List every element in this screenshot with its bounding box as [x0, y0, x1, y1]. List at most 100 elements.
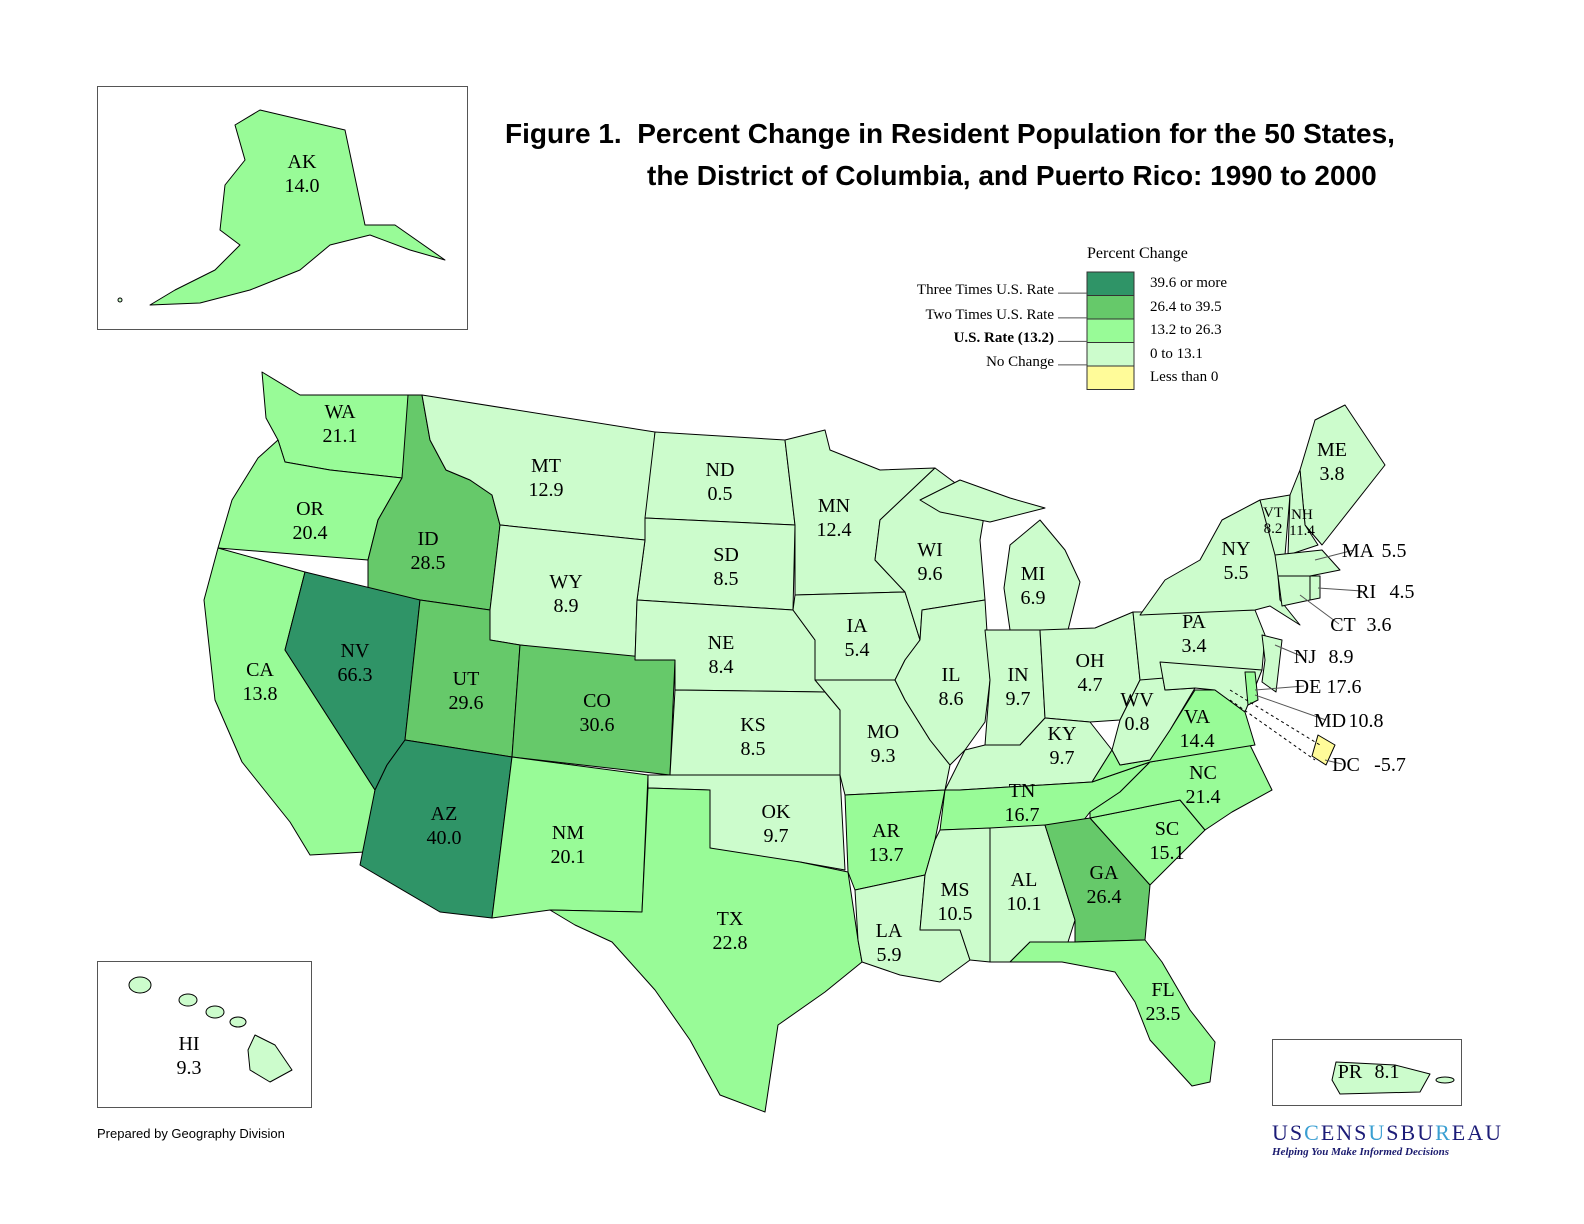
state-label-az: AZ: [431, 803, 458, 825]
state-value-wy: 8.9: [554, 595, 579, 617]
legend-marker-label: U.S. Rate (13.2): [953, 330, 1054, 347]
legend-marker-label: Three Times U.S. Rate: [916, 282, 1054, 299]
hawaii-island: [205, 1005, 225, 1019]
state-nj[interactable]: [1261, 634, 1283, 693]
state-value-ma: 5.5: [1382, 540, 1407, 562]
state-label-wa: WA: [324, 401, 356, 423]
logo-text: C: [1304, 1120, 1321, 1145]
state-value-nd: 0.5: [708, 483, 733, 505]
state-label-sd: SD: [713, 544, 739, 566]
state-label-tn: TN: [1009, 780, 1036, 802]
legend-marker-label: No Change: [986, 353, 1054, 370]
logo-text: NS: [1336, 1120, 1369, 1145]
state-de[interactable]: [1244, 671, 1259, 706]
legend-swatch: [1086, 271, 1135, 296]
logo-text: E: [1451, 1120, 1468, 1145]
alaska-island: [117, 297, 123, 303]
state-value-nj: 8.9: [1329, 646, 1354, 668]
state-value-dc: -5.7: [1374, 754, 1406, 776]
state-value-ia: 5.4: [845, 639, 870, 661]
state-label-in: IN: [1007, 664, 1028, 686]
state-value-co: 30.6: [580, 714, 615, 736]
leader-line-nj: [1274, 644, 1302, 657]
state-value-nm: 20.1: [551, 846, 586, 868]
legend-class-label: 39.6 or more: [1150, 275, 1228, 291]
state-value-nv: 66.3: [338, 664, 373, 686]
state-value-fl: 23.5: [1146, 1003, 1181, 1025]
legend-class-label: 13.2 to 26.3: [1150, 322, 1222, 338]
state-label-ne: NE: [708, 632, 735, 654]
state-value-mi: 6.9: [1021, 587, 1046, 609]
state-value-id: 28.5: [411, 552, 446, 574]
logo-text: SBU: [1386, 1120, 1436, 1145]
title-line-2: the District of Columbia, and Puerto Ric…: [647, 160, 1377, 191]
hawaii-island: [178, 993, 198, 1007]
state-tx[interactable]: [549, 787, 863, 1113]
state-value-ne: 8.4: [709, 656, 734, 678]
state-value-or: 20.4: [293, 522, 328, 544]
state-ri[interactable]: [1309, 575, 1321, 601]
state-label-sc: SC: [1155, 818, 1179, 840]
state-label-me: ME: [1317, 439, 1347, 461]
state-label-co: CO: [583, 690, 611, 712]
state-pr[interactable]: [1331, 1061, 1431, 1095]
logo-text: U: [1368, 1120, 1387, 1145]
hawaii-island: [128, 976, 152, 994]
state-value-ri: 4.5: [1390, 581, 1415, 603]
state-value-tx: 22.8: [713, 932, 748, 954]
legend-title: Percent Change: [1087, 245, 1188, 262]
prepared-by-note: Prepared by Geography Division: [97, 1126, 285, 1141]
state-value-ok: 9.7: [764, 825, 789, 847]
state-mi[interactable]: [1003, 519, 1081, 631]
logo-tagline: Helping You Make Informed Decisions: [1272, 1146, 1450, 1158]
state-label-nh: NH: [1291, 507, 1313, 523]
state-label-ms: MS: [941, 879, 970, 901]
state-value-ar: 13.7: [869, 844, 904, 866]
state-ak[interactable]: [149, 109, 446, 306]
census-bureau-logo: USCENSUSBUREAU: [1272, 1120, 1503, 1146]
state-mi[interactable]: [919, 479, 1046, 523]
legend-class-label: Less than 0: [1150, 369, 1219, 385]
state-label-la: LA: [876, 920, 903, 942]
state-value-sc: 15.1: [1150, 842, 1185, 864]
state-label-md: MD: [1314, 710, 1346, 732]
state-value-ut: 29.6: [449, 692, 484, 714]
state-label-ak: AK: [288, 151, 317, 173]
state-ma[interactable]: [1274, 549, 1341, 577]
state-ct[interactable]: [1277, 575, 1311, 607]
state-label-mt: MT: [531, 455, 561, 477]
leader-line-ct: [1299, 594, 1340, 625]
legend-swatch: [1086, 318, 1135, 343]
logo-text: E: [1320, 1120, 1337, 1145]
puerto-rico-inset: [1272, 1039, 1462, 1106]
state-value-mo: 9.3: [871, 745, 896, 767]
state-value-mt: 12.9: [529, 479, 564, 501]
state-value-de: 17.6: [1327, 676, 1362, 698]
state-dc[interactable]: [1311, 734, 1336, 766]
state-value-wa: 21.1: [323, 425, 358, 447]
state-value-sd: 8.5: [714, 568, 739, 590]
state-value-nh: 11.4: [1289, 523, 1315, 539]
state-label-nv: NV: [341, 640, 370, 662]
state-label-ut: UT: [453, 668, 480, 690]
state-hi[interactable]: [247, 1034, 293, 1083]
state-label-mn: MN: [818, 495, 850, 517]
state-value-in: 9.7: [1006, 688, 1031, 710]
state-value-ks: 8.5: [741, 738, 766, 760]
legend-class-label: 0 to 13.1: [1150, 345, 1203, 362]
state-value-md: 10.8: [1349, 710, 1384, 732]
state-label-pa: PA: [1182, 611, 1206, 633]
leader-line-ma: [1314, 549, 1355, 561]
logo-text: AU: [1467, 1120, 1503, 1145]
legend-swatch: [1086, 295, 1135, 320]
state-fl[interactable]: [1009, 939, 1216, 1087]
state-nh[interactable]: [1287, 469, 1319, 556]
state-md[interactable]: [1159, 661, 1263, 713]
state-label-oh: OH: [1076, 650, 1105, 672]
state-label-wi: WI: [917, 539, 943, 561]
state-label-de: DE: [1295, 676, 1322, 698]
state-value-hi: 9.3: [177, 1057, 202, 1079]
state-value-ca: 13.8: [243, 683, 278, 705]
leader-line-dc: [1324, 759, 1343, 765]
state-label-il: IL: [942, 664, 961, 686]
